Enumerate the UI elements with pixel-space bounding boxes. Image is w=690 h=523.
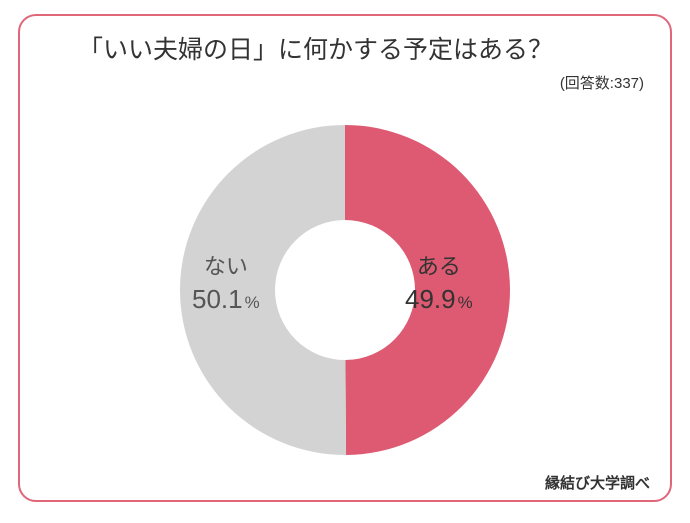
slice-name-no: ない	[192, 252, 260, 282]
slice-label-no: ない50.1%	[192, 252, 260, 317]
percent-sign: %	[245, 293, 260, 312]
source-credit: 縁結び大学調べ	[545, 472, 650, 493]
slice-value-no: 50.1	[192, 284, 243, 314]
slice-label-yes: ある49.9%	[405, 252, 473, 317]
response-count: (回答数:337)	[560, 72, 644, 93]
percent-sign: %	[458, 293, 473, 312]
slice-value-yes: 49.9	[405, 284, 456, 314]
slice-name-yes: ある	[405, 252, 473, 282]
chart-title: 「いい夫婦の日」に何かする予定はある？	[78, 30, 553, 66]
